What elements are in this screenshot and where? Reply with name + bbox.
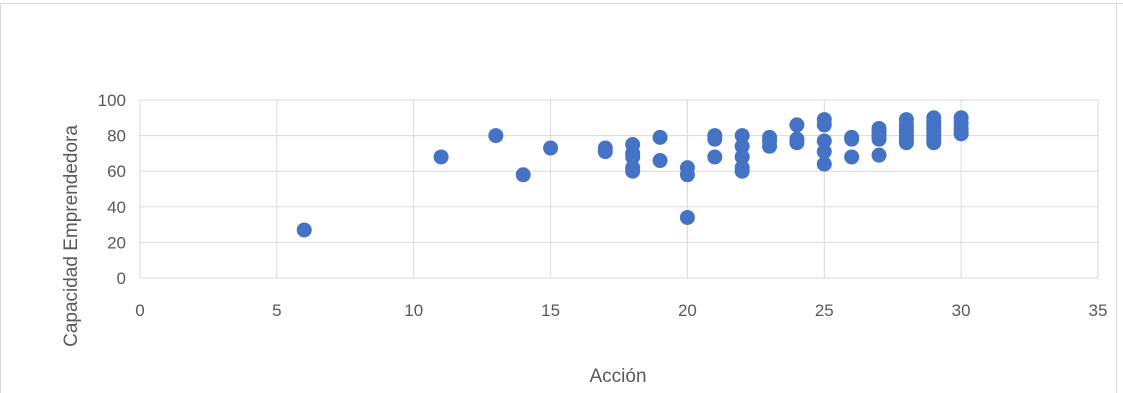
frame-left-border [0,3,1,393]
scatter-point [953,110,969,126]
scatter-point [679,209,695,225]
tick-labels: 0 5 10 15 20 25 30 35 0 20 40 60 80 100 [98,91,1108,320]
scatter-point [734,160,750,176]
scatter-point [816,112,832,128]
y-tick-label: 60 [107,162,126,181]
scatter-point [789,117,805,133]
scatter-point [844,129,860,145]
scatter-point [515,167,531,183]
scatter-point [652,129,668,145]
x-tick-label: 35 [1089,301,1108,320]
y-axis-title: Capacidad Emprendedora [61,125,82,347]
scatter-point [816,144,832,160]
y-tick-label: 20 [107,233,126,252]
y-tick-label: 0 [117,269,126,288]
x-tick-label: 15 [541,301,560,320]
x-tick-label: 20 [678,301,697,320]
scatter-point [844,149,860,165]
scatter-point [762,129,778,145]
data-points [296,110,969,238]
scatter-point [543,140,559,156]
scatter-point [679,160,695,176]
x-axis-title: Acción [589,366,646,387]
scatter-point [898,112,914,128]
scatter-point [871,120,887,136]
scatter-point [816,133,832,149]
scatter-point [707,149,723,165]
x-tick-label: 5 [272,301,281,320]
scatter-point [871,147,887,163]
scatter-point [734,138,750,154]
scatter-point [625,137,641,152]
scatter-point [625,160,641,176]
scatter-point [734,149,750,165]
x-tick-label: 0 [135,301,144,320]
y-tick-label: 100 [98,91,126,110]
x-tick-label: 10 [404,301,423,320]
scatter-point [789,131,805,147]
scatter-point [734,128,750,144]
frame-right-border [1116,3,1117,393]
scatter-point [926,110,942,126]
x-tick-label: 25 [815,301,834,320]
scatter-point [816,156,832,172]
scatter-point [433,149,449,165]
scatter-point [296,222,312,238]
scatter-point [597,140,613,156]
scatter-point [652,153,668,169]
scatter-point [488,128,504,144]
frame-top-border [0,3,1123,4]
y-tick-label: 40 [107,198,126,217]
x-tick-label: 30 [952,301,971,320]
y-tick-label: 80 [107,127,126,146]
scatter-point [707,128,723,144]
